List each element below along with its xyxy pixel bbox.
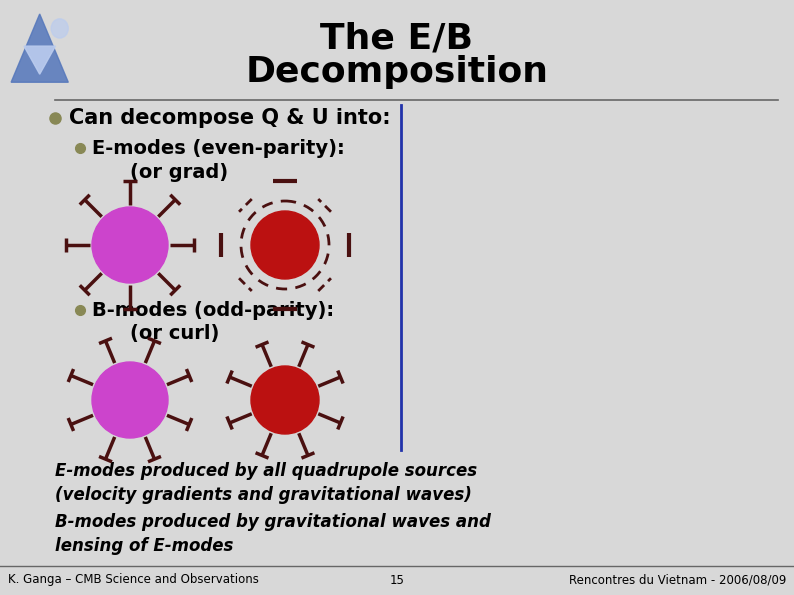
Text: E-modes produced by all quadrupole sources
(velocity gradients and gravitational: E-modes produced by all quadrupole sourc… — [55, 462, 477, 503]
Circle shape — [51, 19, 68, 38]
Text: Decomposition: Decomposition — [245, 55, 549, 89]
Text: K. Ganga – CMB Science and Observations: K. Ganga – CMB Science and Observations — [8, 574, 259, 587]
Text: Can decompose Q & U into:: Can decompose Q & U into: — [69, 108, 391, 128]
Text: Rencontres du Vietnam - 2006/08/09: Rencontres du Vietnam - 2006/08/09 — [569, 574, 786, 587]
Text: 15: 15 — [390, 574, 404, 587]
Text: (or curl): (or curl) — [130, 324, 219, 343]
Circle shape — [251, 211, 319, 279]
Text: B-modes (odd-parity):: B-modes (odd-parity): — [92, 300, 334, 320]
Circle shape — [92, 362, 168, 438]
Circle shape — [251, 366, 319, 434]
Text: (or grad): (or grad) — [130, 162, 228, 181]
Polygon shape — [11, 14, 68, 82]
Circle shape — [92, 207, 168, 283]
Text: B-modes produced by gravitational waves and
lensing of E-modes: B-modes produced by gravitational waves … — [55, 513, 491, 555]
Text: The E/B: The E/B — [321, 22, 473, 56]
Text: E-modes (even-parity):: E-modes (even-parity): — [92, 139, 345, 158]
Polygon shape — [24, 46, 56, 74]
